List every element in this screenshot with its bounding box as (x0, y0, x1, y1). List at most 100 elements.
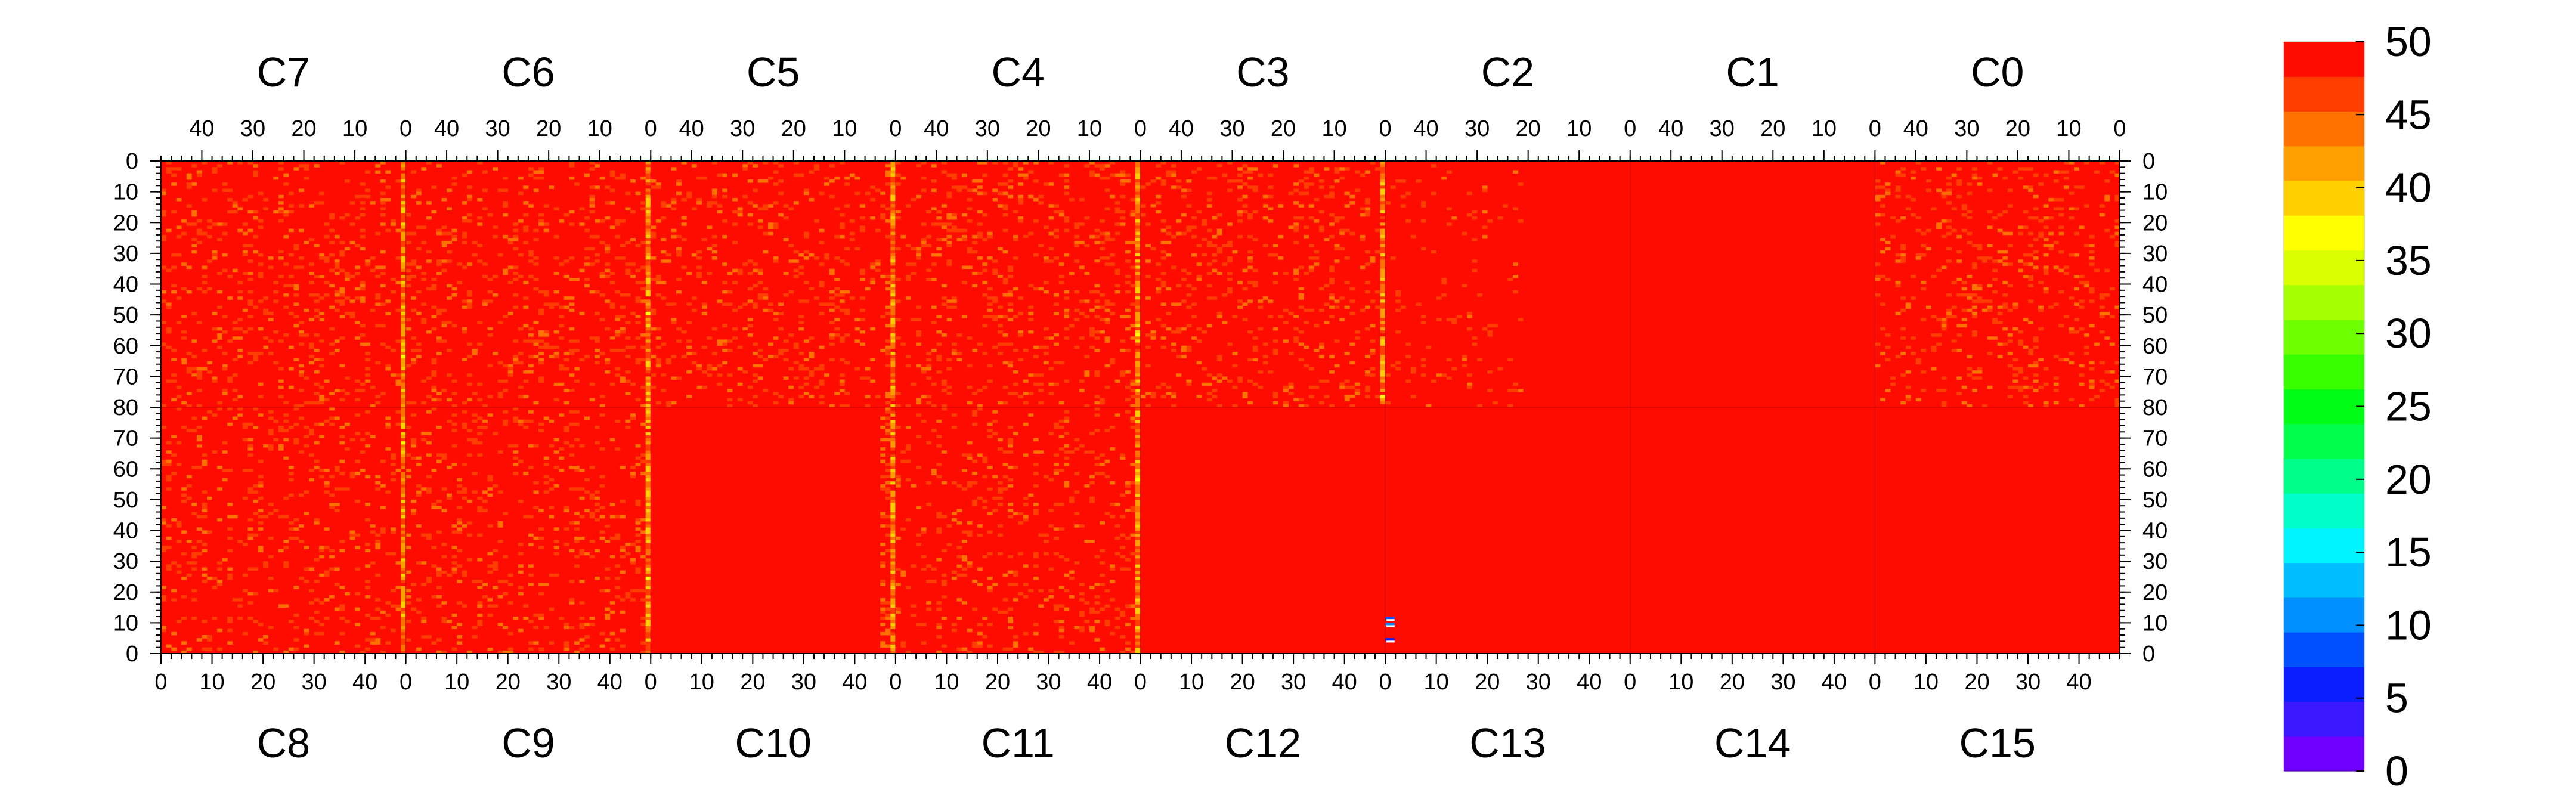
heat-cell (1018, 333, 1024, 337)
heat-cell (1364, 210, 1370, 214)
heat-cell (401, 311, 407, 315)
heat-cell (1114, 256, 1120, 260)
heat-cell (701, 302, 707, 306)
heat-cell (334, 219, 340, 223)
heat-cell (1272, 358, 1278, 361)
heat-cell (722, 302, 727, 306)
heat-cell (609, 342, 615, 346)
heat-cell (1247, 259, 1253, 263)
heat-cell (1946, 219, 1952, 223)
heat-cell (1446, 308, 1452, 312)
heat-cell (349, 478, 355, 482)
heat-cell (360, 204, 366, 208)
heat-cell (1074, 250, 1080, 254)
heat-cell (1875, 290, 1881, 294)
heat-cell (1349, 201, 1355, 205)
heat-cell (196, 376, 202, 380)
heat-cell (1318, 379, 1324, 383)
heat-cell (1048, 392, 1054, 395)
heat-cell (870, 281, 876, 284)
heat-cell (1982, 234, 1987, 239)
heat-cell (191, 311, 197, 315)
heat-cell (263, 641, 269, 645)
heat-cell (405, 262, 411, 266)
heat-cell (645, 327, 651, 331)
heat-cell (247, 422, 253, 426)
heat-cell (543, 290, 549, 294)
heat-cell (1206, 176, 1212, 180)
heat-cell (390, 342, 396, 346)
heat-cell (258, 361, 264, 365)
heat-cell (890, 238, 896, 242)
heat-cell (987, 308, 993, 312)
heat-cell (829, 194, 835, 199)
heat-cell (217, 518, 223, 522)
heat-cell (283, 404, 289, 408)
heat-cell (161, 234, 166, 239)
heat-cell (885, 401, 891, 405)
heat-cell (355, 271, 361, 275)
heat-cell (431, 210, 437, 214)
heat-cell (528, 188, 534, 193)
heat-cell (1058, 275, 1064, 278)
heat-cell (1100, 219, 1106, 223)
heat-cell (1043, 225, 1049, 229)
heat-cell (803, 389, 809, 392)
heat-cell (2058, 207, 2064, 210)
heat-cell (186, 182, 192, 186)
heat-cell (426, 250, 432, 254)
heat-cell (717, 342, 723, 346)
heat-cell (1380, 197, 1386, 202)
heat-cell (1349, 194, 1355, 199)
heat-cell (477, 382, 483, 386)
heat-cell (1380, 216, 1386, 220)
heat-cell (298, 370, 304, 374)
heat-cell (844, 268, 850, 273)
heat-cell (1308, 170, 1314, 174)
heat-cell (339, 549, 345, 553)
heat-cell (538, 167, 544, 171)
heat-cell (579, 207, 585, 210)
heat-cell (564, 259, 569, 263)
heat-cell (507, 265, 513, 270)
heat-cell (513, 293, 519, 297)
heat-cell (1079, 262, 1085, 266)
heat-cell (1354, 188, 1360, 193)
heat-cell (890, 185, 896, 189)
heat-cell (1324, 167, 1330, 171)
heat-cell (763, 293, 769, 297)
heat-cell (263, 173, 269, 177)
heat-cell (507, 367, 513, 371)
heat-cell (309, 589, 315, 593)
heat-cell (1120, 216, 1126, 220)
heat-cell (191, 164, 197, 168)
heat-cell (2028, 231, 2033, 236)
heat-cell (890, 404, 896, 408)
heat-cell (977, 342, 983, 346)
heat-cell (783, 376, 789, 380)
heat-cell (941, 318, 947, 321)
heat-cell (982, 268, 988, 273)
heat-cell (518, 389, 524, 392)
heat-cell (1242, 182, 1248, 186)
heat-cell (355, 379, 361, 383)
heat-cell (1971, 173, 1977, 177)
heat-cell (181, 330, 187, 334)
heat-cell (839, 161, 845, 165)
heat-cell (655, 358, 661, 361)
heat-cell (793, 345, 799, 349)
heat-cell (436, 228, 442, 233)
heat-cell (467, 318, 473, 321)
heat-cell (1293, 216, 1299, 220)
heat-cell (487, 225, 493, 229)
heat-cell (166, 644, 172, 648)
heat-cell (696, 342, 702, 346)
heat-cell (599, 398, 605, 402)
heat-cell (722, 234, 727, 239)
heat-cell (278, 253, 284, 257)
heat-cell (1314, 256, 1320, 260)
heat-cell (2114, 361, 2120, 365)
heat-cell (181, 567, 187, 571)
heat-cell (1079, 219, 1085, 223)
heat-cell (1227, 161, 1233, 165)
